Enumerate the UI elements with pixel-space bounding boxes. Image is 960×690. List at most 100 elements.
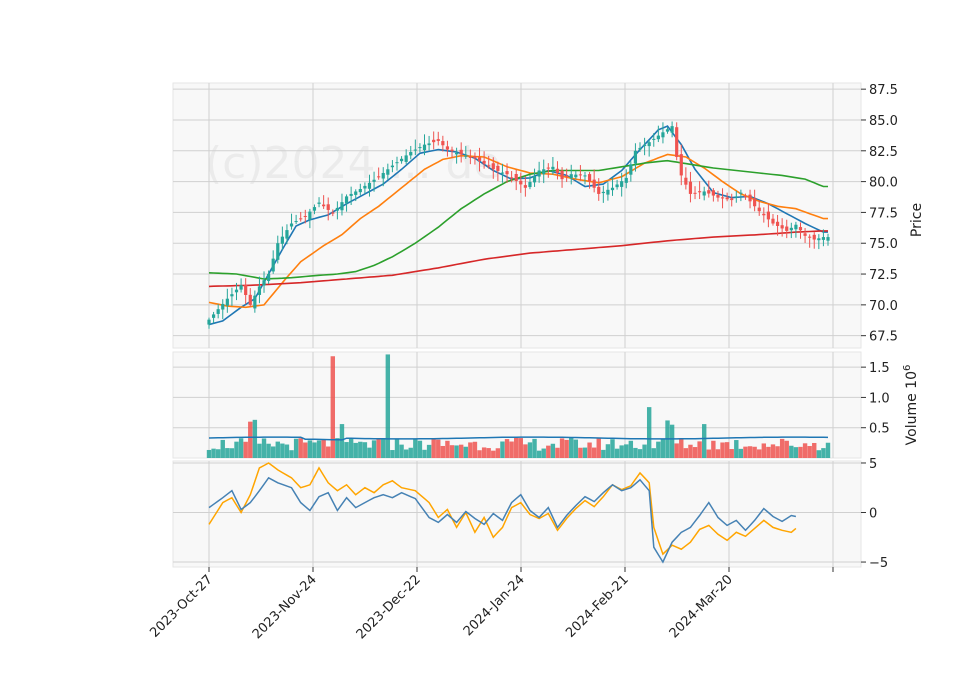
volume-bar — [564, 439, 569, 458]
volume-bar — [399, 444, 404, 458]
candle-body — [514, 173, 518, 181]
volume-ma-line — [208, 436, 829, 441]
volume-bar — [284, 444, 290, 458]
candle-body — [698, 191, 702, 193]
volume-bar — [238, 438, 244, 458]
volume-bar — [321, 439, 326, 458]
volume-bar — [816, 450, 822, 458]
volume-bar — [518, 438, 523, 458]
volume-bar — [752, 446, 757, 458]
candle-body — [276, 243, 280, 260]
candle-body — [280, 236, 284, 244]
candle-body — [344, 196, 349, 204]
candle-body — [285, 230, 289, 239]
candle-body — [583, 175, 587, 177]
candle-body — [207, 319, 211, 325]
volume-bars — [206, 354, 831, 458]
candle-body — [523, 185, 527, 188]
candle-body — [262, 280, 266, 286]
volume-bar — [541, 448, 546, 458]
candle-body — [413, 149, 417, 151]
volume-bar — [344, 442, 349, 458]
volume-bar — [463, 446, 468, 458]
x-tick-label: 2024-Mar-20 — [667, 572, 736, 641]
candle-body — [239, 285, 243, 290]
volume-bar — [504, 439, 510, 458]
candle-body — [716, 195, 720, 198]
candle-body — [753, 198, 757, 207]
volume-bar — [793, 447, 799, 458]
candle-body — [395, 162, 399, 164]
candle-body — [560, 170, 564, 180]
volume-bar — [472, 441, 478, 458]
volume-bar — [422, 449, 427, 458]
volume-bar — [413, 438, 418, 458]
volume-bar — [734, 440, 739, 458]
candle-body — [225, 298, 229, 306]
volume-bar — [270, 446, 276, 458]
price-grid — [173, 83, 861, 348]
volume-bar — [215, 449, 221, 458]
candle-body — [601, 191, 605, 194]
candle-body — [642, 145, 647, 147]
volume-bar — [527, 442, 533, 458]
candle-body — [780, 225, 784, 229]
candle-body — [289, 223, 294, 227]
volume-bar — [633, 447, 638, 458]
volume-bar — [316, 440, 322, 458]
candle-body — [652, 138, 656, 140]
candle-body — [312, 207, 317, 211]
candle-body — [432, 139, 436, 143]
candle-body — [565, 175, 569, 177]
candle-body — [606, 189, 610, 195]
volume-bar — [770, 444, 776, 458]
candle-body — [211, 314, 216, 318]
oscillator-tick-label: 0 — [869, 507, 877, 522]
candle-body — [766, 211, 770, 220]
candle-body — [688, 181, 693, 194]
volume-bar — [206, 449, 212, 458]
volume-bar — [683, 448, 689, 458]
volume-bar — [559, 438, 565, 458]
candle-body — [821, 237, 826, 240]
volume-bar — [688, 444, 693, 458]
volume-axis-label: Volume 106 — [902, 365, 920, 446]
candle-body — [537, 170, 541, 177]
volume-bar — [761, 443, 767, 458]
candle-body — [546, 167, 550, 169]
volume-bar — [293, 438, 299, 458]
volume-bar — [257, 443, 262, 458]
volume-y-axis: 0.5 1.0 1.5 — [861, 361, 890, 437]
volume-bar — [348, 438, 354, 458]
candle-body — [551, 166, 555, 170]
volume-bar — [679, 438, 684, 458]
volume-tick-label: 1.5 — [869, 361, 890, 376]
price-candles — [207, 121, 830, 329]
volume-bar — [646, 407, 652, 458]
candle-body — [363, 185, 367, 189]
candle-body — [234, 289, 239, 293]
volume-bar — [358, 441, 363, 458]
volume-bar — [711, 440, 716, 458]
volume-bar — [417, 440, 423, 458]
oscillator-blue-line — [208, 476, 797, 564]
candle-body — [532, 176, 537, 183]
candle-body — [528, 182, 532, 188]
volume-bar — [509, 441, 514, 458]
volume-bar — [715, 449, 721, 458]
candle-body — [684, 177, 688, 185]
x-tick-label: 2023-Oct-27 — [147, 572, 215, 640]
candle-body — [450, 149, 454, 152]
volume-bar — [523, 444, 528, 458]
candle-body — [230, 294, 234, 297]
volume-bar — [779, 438, 785, 458]
volume-bar — [362, 442, 368, 458]
volume-axis-label-text: Volume 10 — [904, 371, 920, 445]
candle-body — [303, 215, 307, 217]
candle-body — [730, 198, 734, 201]
candle-body — [510, 177, 514, 179]
candle-body — [798, 227, 803, 231]
volume-bar — [330, 356, 335, 458]
candle-body — [734, 196, 738, 198]
